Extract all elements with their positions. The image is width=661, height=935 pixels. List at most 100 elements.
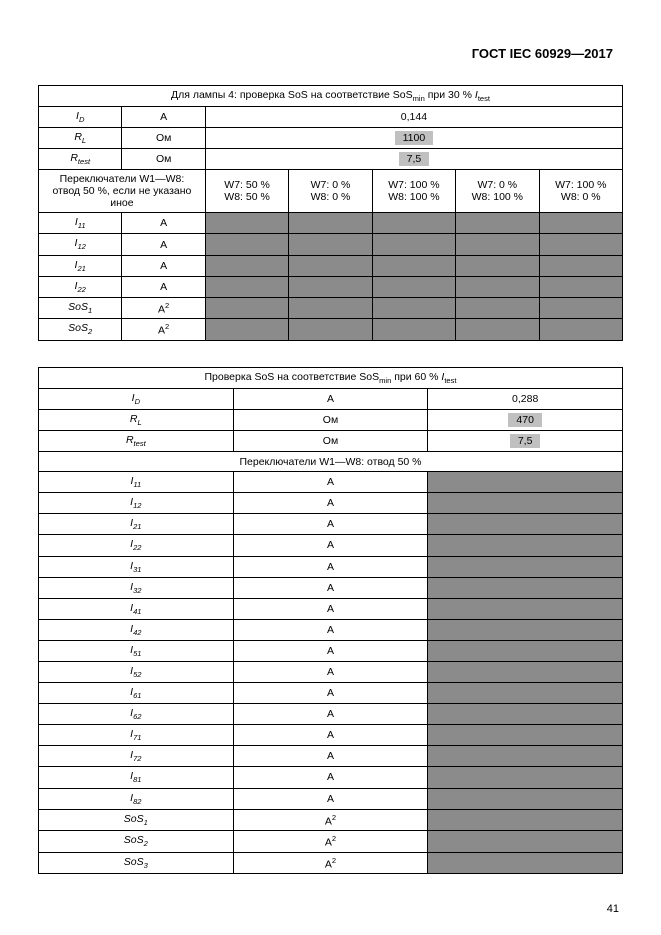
row-cell — [428, 493, 623, 514]
row-unit: А2 — [122, 297, 205, 319]
row-sym: SoS3 — [39, 852, 234, 874]
t2-id-unit: А — [233, 388, 428, 409]
t1-rl-unit: Ом — [122, 128, 205, 149]
row-unit: А — [122, 234, 205, 255]
row-cell — [372, 213, 455, 234]
t1-rl-sym: RL — [39, 128, 122, 149]
t1-id-val: 0,144 — [205, 107, 622, 128]
table-row: I61А — [39, 683, 623, 704]
row-unit: А2 — [233, 809, 428, 831]
row-sym: I22 — [39, 276, 122, 297]
row-cell — [456, 234, 539, 255]
t1-tap-label: Переключатели W1—W8:отвод 50 %, если не … — [39, 170, 206, 213]
table-row: I32А — [39, 577, 623, 598]
table-row: SoS2А2 — [39, 319, 623, 341]
row-cell — [289, 234, 372, 255]
row-unit: А — [233, 704, 428, 725]
row-unit: А — [233, 535, 428, 556]
table-row: SoS1А2 — [39, 297, 623, 319]
row-unit: А — [233, 472, 428, 493]
row-sym: I21 — [39, 514, 234, 535]
table-sos-30pct: Для лампы 4: проверка SoS на соответстви… — [38, 85, 623, 341]
t1-tap-0: W7: 50 %W8: 50 % — [205, 170, 288, 213]
row-cell — [539, 319, 622, 341]
row-cell — [372, 276, 455, 297]
t1-tap-3: W7: 0 %W8: 100 % — [456, 170, 539, 213]
table-row: SoS2А2 — [39, 831, 623, 853]
table-row: I12А — [39, 493, 623, 514]
row-cell — [205, 234, 288, 255]
t1-rl-val: 1100 — [205, 128, 622, 149]
row-cell — [205, 255, 288, 276]
row-cell — [539, 213, 622, 234]
row-unit: А — [233, 493, 428, 514]
t1-id-unit: А — [122, 107, 205, 128]
doc-title: ГОСТ IEC 60929—2017 — [38, 46, 623, 61]
row-cell — [428, 746, 623, 767]
row-unit: А — [122, 213, 205, 234]
t1-caption: Для лампы 4: проверка SoS на соответстви… — [39, 86, 623, 107]
row-sym: I82 — [39, 788, 234, 809]
t2-rtest-sym: Rtest — [39, 431, 234, 452]
row-cell — [456, 213, 539, 234]
row-sym: I32 — [39, 577, 234, 598]
row-cell — [428, 577, 623, 598]
row-cell — [372, 234, 455, 255]
row-cell — [205, 319, 288, 341]
t2-rl-val: 470 — [428, 409, 623, 430]
row-cell — [428, 640, 623, 661]
row-unit: А — [233, 514, 428, 535]
row-cell — [205, 297, 288, 319]
row-unit: А — [233, 577, 428, 598]
row-sym: SoS1 — [39, 809, 234, 831]
table-row: I72А — [39, 746, 623, 767]
row-unit: А — [233, 683, 428, 704]
row-sym: SoS2 — [39, 831, 234, 853]
row-sym: SoS2 — [39, 319, 122, 341]
row-cell — [205, 213, 288, 234]
row-unit: А2 — [233, 852, 428, 874]
t2-rtest-unit: Ом — [233, 431, 428, 452]
t2-id-sym: ID — [39, 388, 234, 409]
t2-rl-sym: RL — [39, 409, 234, 430]
t1-rtest-val: 7,5 — [205, 149, 622, 170]
row-cell — [428, 535, 623, 556]
row-sym: I52 — [39, 661, 234, 682]
row-sym: I61 — [39, 683, 234, 704]
row-cell — [539, 255, 622, 276]
table-row: I51А — [39, 640, 623, 661]
t2-tap-label: Переключатели W1—W8: отвод 50 % — [39, 452, 623, 472]
row-unit: А2 — [122, 319, 205, 341]
page: ГОСТ IEC 60929—2017 Для лампы 4: проверк… — [0, 0, 661, 894]
row-unit: А — [233, 619, 428, 640]
row-unit: А — [233, 661, 428, 682]
row-cell — [539, 234, 622, 255]
row-cell — [372, 297, 455, 319]
row-cell — [289, 255, 372, 276]
table-row: I62А — [39, 704, 623, 725]
table-row: I11А — [39, 472, 623, 493]
row-cell — [289, 297, 372, 319]
row-sym: I12 — [39, 493, 234, 514]
row-cell — [428, 852, 623, 874]
row-sym: I71 — [39, 725, 234, 746]
row-cell — [456, 276, 539, 297]
row-cell — [428, 809, 623, 831]
row-cell — [372, 255, 455, 276]
table-row: I52А — [39, 661, 623, 682]
row-unit: А2 — [233, 831, 428, 853]
t2-caption: Проверка SoS на соответствие SoSmin при … — [39, 367, 623, 388]
table-row: SoS3А2 — [39, 852, 623, 874]
row-sym: I31 — [39, 556, 234, 577]
row-cell — [428, 725, 623, 746]
table-row: I82А — [39, 788, 623, 809]
row-unit: А — [233, 598, 428, 619]
row-sym: I81 — [39, 767, 234, 788]
row-cell — [428, 598, 623, 619]
row-unit: А — [233, 725, 428, 746]
t1-tap-4: W7: 100 %W8: 0 % — [539, 170, 622, 213]
row-cell — [205, 276, 288, 297]
row-unit: А — [122, 255, 205, 276]
t1-tap-2: W7: 100 %W8: 100 % — [372, 170, 455, 213]
t1-id-sym: ID — [39, 107, 122, 128]
